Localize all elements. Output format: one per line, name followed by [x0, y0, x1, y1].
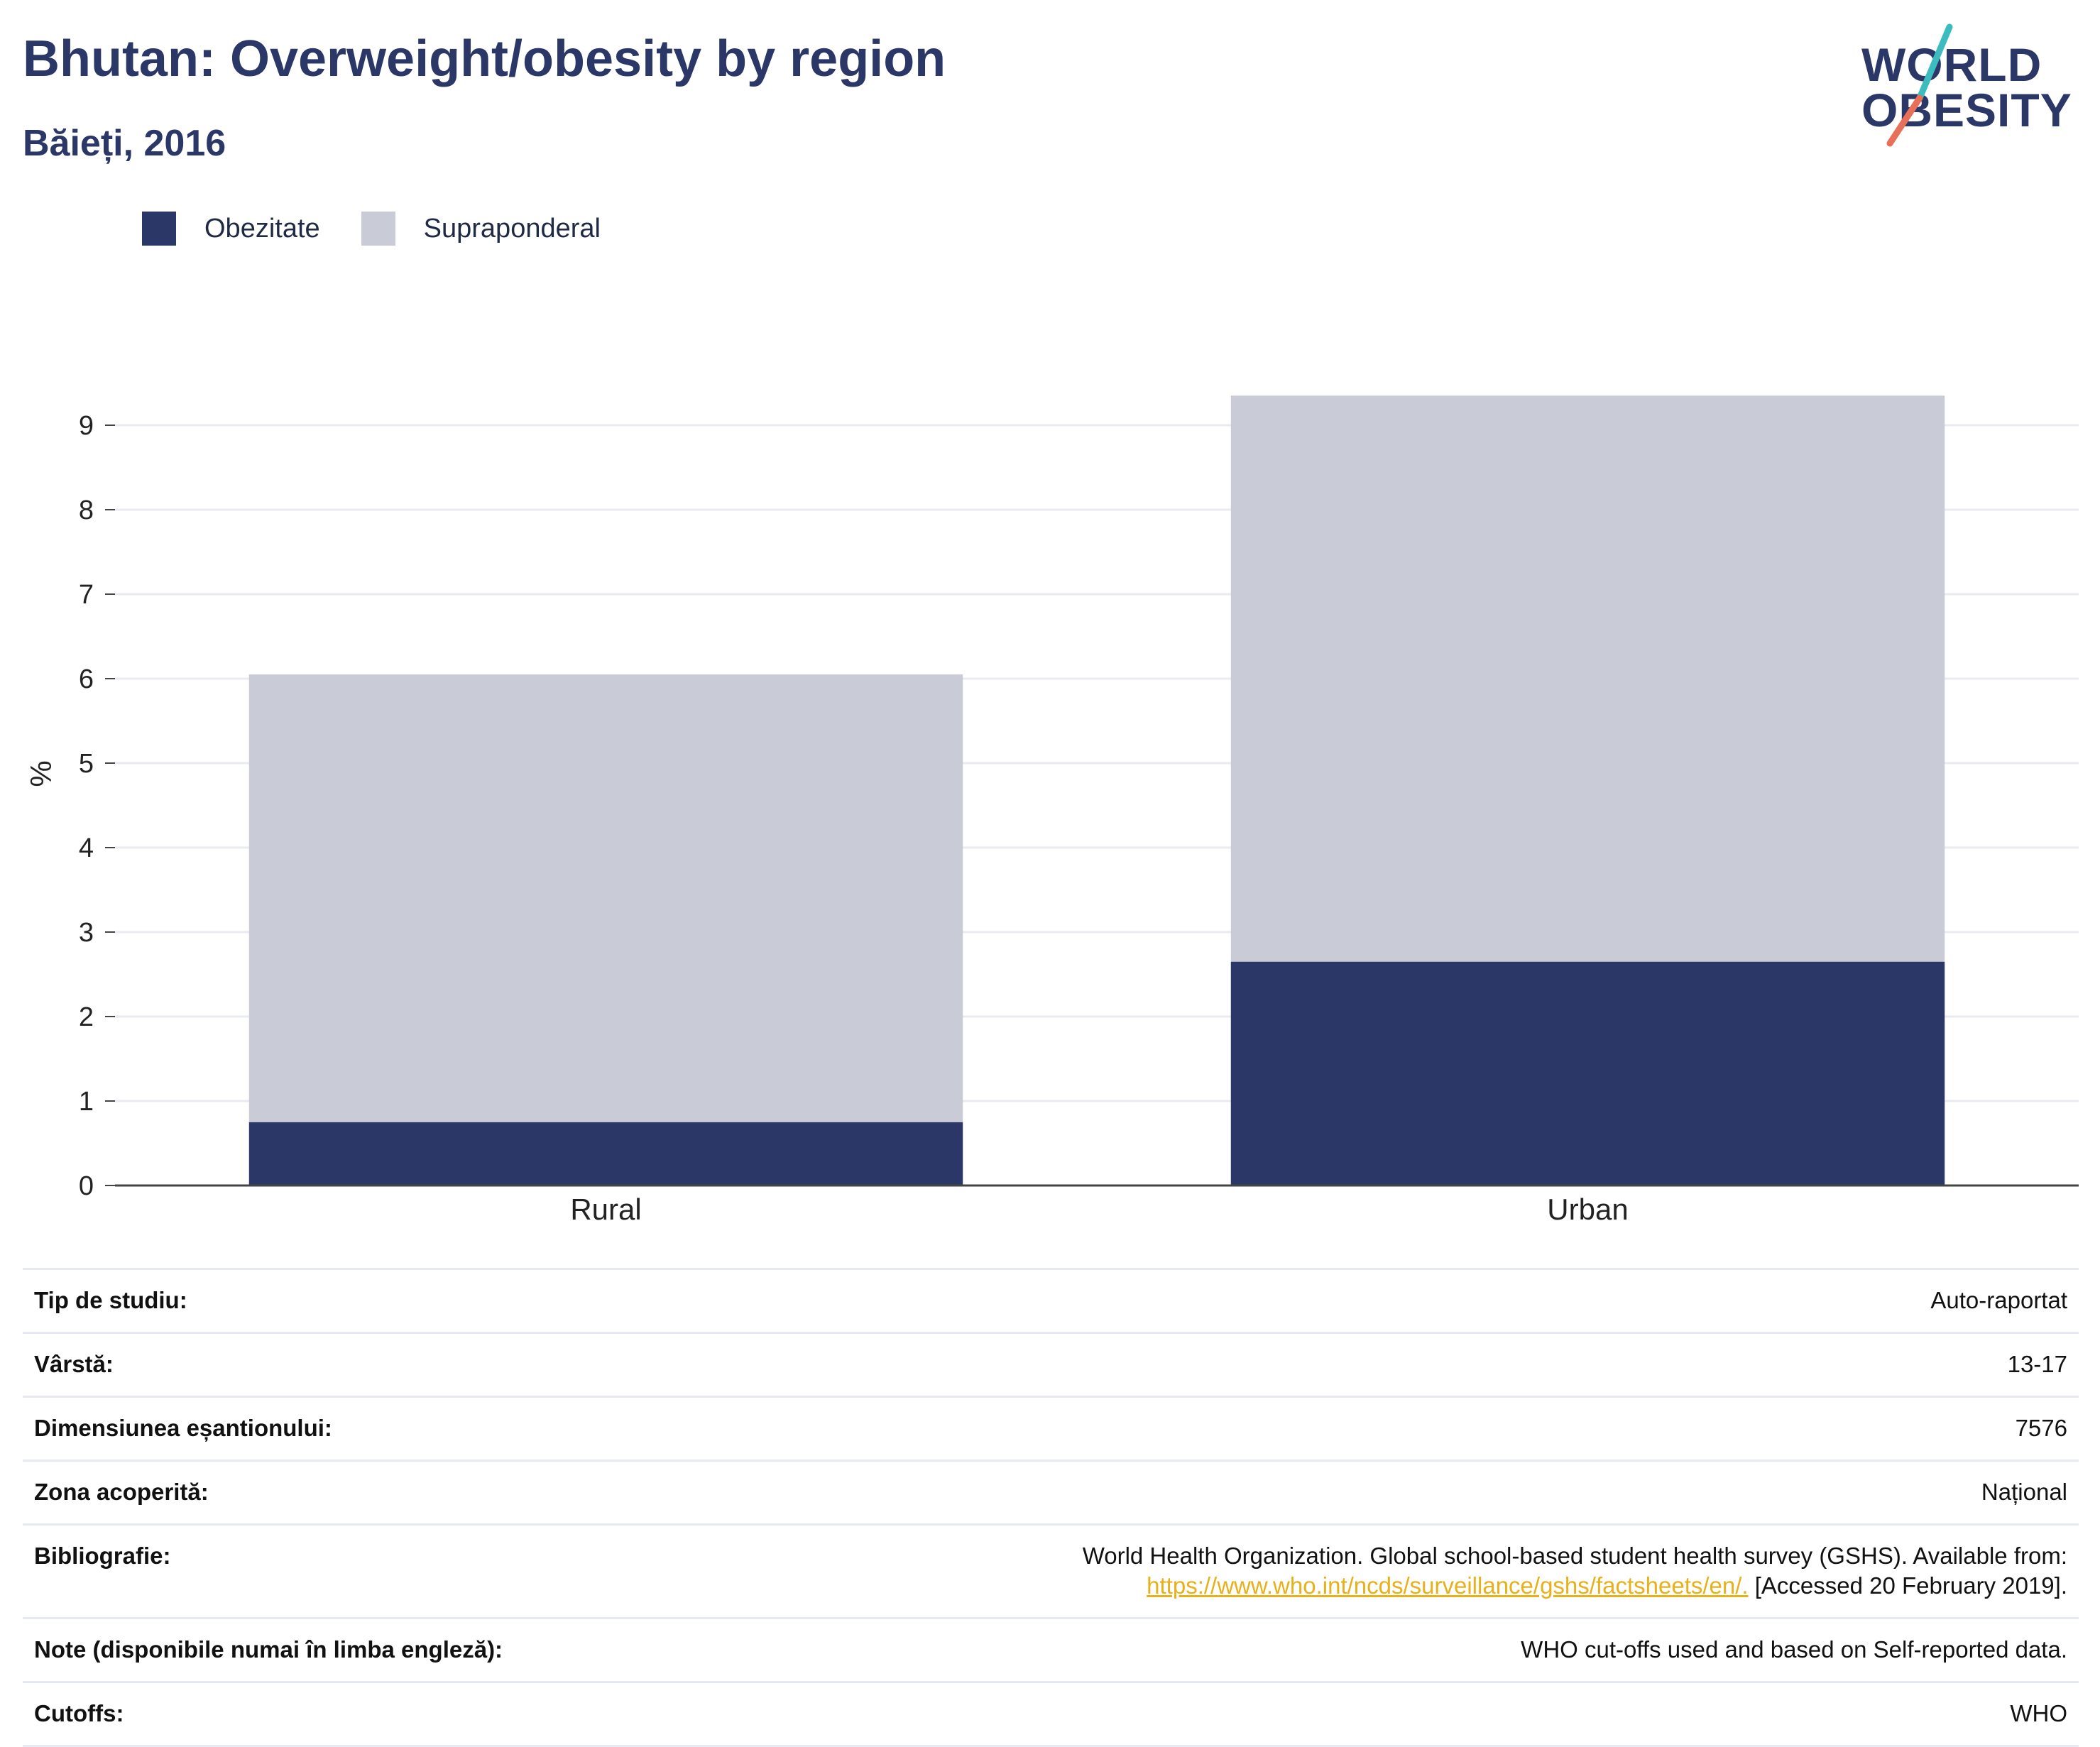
bibliography-text: World Health Organization. Global school… [1082, 1542, 2067, 1569]
chart-bars [248, 395, 1945, 1185]
info-row-cutoffs: Cutoffs: WHO [23, 1682, 2079, 1746]
info-key: Vârstă: [34, 1350, 114, 1377]
info-row-notes: Note (disponibile numai în limba engleză… [23, 1618, 2079, 1682]
bibliography-accessed: [Accessed 20 February 2019]. [1748, 1572, 2067, 1599]
info-value: WHO cut-offs used and based on Self-repo… [1521, 1636, 2067, 1663]
y-tick-label: 7 [79, 580, 94, 610]
chart-axes: 0 1 2 3 4 5 6 7 8 9 Rural Urban [79, 411, 2079, 1226]
info-row-area-covered: Zona acoperită: Național [23, 1460, 2079, 1524]
info-value: Național [1981, 1478, 2067, 1505]
bar-supraponderal-urban[interactable] [1230, 395, 1945, 962]
info-value: 13-17 [2007, 1350, 2067, 1377]
legend-label-obezitate: Obezitate [204, 213, 320, 243]
bar-supraponderal-rural[interactable] [248, 674, 963, 1122]
y-tick-label: 0 [79, 1171, 94, 1201]
legend-item-obezitate[interactable]: Obezitate [142, 212, 320, 246]
stacked-bar-chart: 0 1 2 3 4 5 6 7 8 9 Rural Urban % [24, 395, 2079, 1226]
bibliography-link[interactable]: https://www.who.int/ncds/surveillance/gs… [1147, 1572, 1749, 1599]
x-tick-label: Urban [1547, 1193, 1628, 1226]
info-key: Note (disponibile numai în limba engleză… [34, 1636, 503, 1663]
y-tick-label: 8 [79, 495, 94, 525]
info-value: 7576 [2015, 1414, 2067, 1441]
y-tick-label: 2 [79, 1002, 94, 1032]
legend-swatch-obezitate [142, 212, 176, 246]
legend-label-supraponderal: Supraponderal [423, 213, 601, 243]
info-key: Dimensiunea eșantionului: [34, 1414, 332, 1441]
logo-word-world: WORLD [1861, 38, 2042, 91]
page-title: Bhutan: Overweight/obesity by region [23, 31, 946, 87]
bar-obezitate-urban[interactable] [1230, 961, 1945, 1185]
y-tick-label: 4 [79, 833, 94, 863]
y-tick-label: 9 [79, 411, 94, 441]
y-axis-title: % [24, 760, 58, 787]
info-row-bibliography: Bibliografie: World Health Organization.… [23, 1524, 2079, 1619]
y-tick-label: 3 [79, 918, 94, 948]
info-key: Bibliografie: [34, 1542, 171, 1569]
study-info-table: Tip de studiu: Auto-raportat Vârstă: 13-… [23, 1268, 2079, 1747]
legend-swatch-supraponderal [361, 212, 395, 246]
info-value: Auto-raportat [1930, 1287, 2067, 1313]
info-row-age: Vârstă: 13-17 [23, 1332, 2079, 1396]
info-key: Tip de studiu: [34, 1287, 187, 1313]
logo-word-obesity: OBESITY [1861, 84, 2072, 136]
chart-legend: Obezitate Supraponderal [142, 212, 642, 246]
x-tick-label: Rural [570, 1193, 641, 1226]
info-key: Zona acoperită: [34, 1478, 209, 1505]
logo-slash-icon [1886, 23, 1953, 147]
legend-item-supraponderal[interactable]: Supraponderal [361, 212, 601, 246]
info-row-study-type: Tip de studiu: Auto-raportat [23, 1269, 2079, 1333]
bar-obezitate-rural[interactable] [248, 1122, 963, 1185]
y-tick-label: 6 [79, 664, 94, 694]
info-key: Cutoffs: [34, 1700, 124, 1727]
page-subtitle: Băieți, 2016 [23, 123, 226, 164]
world-obesity-logo: WORLD OBESITY [1846, 21, 2087, 149]
y-tick-label: 1 [79, 1087, 94, 1117]
info-row-sample-size: Dimensiunea eșantionului: 7576 [23, 1396, 2079, 1460]
info-value: WHO [2010, 1700, 2067, 1727]
y-tick-label: 5 [79, 749, 94, 779]
info-value-bibliography: World Health Organization. Global school… [684, 1524, 2079, 1619]
